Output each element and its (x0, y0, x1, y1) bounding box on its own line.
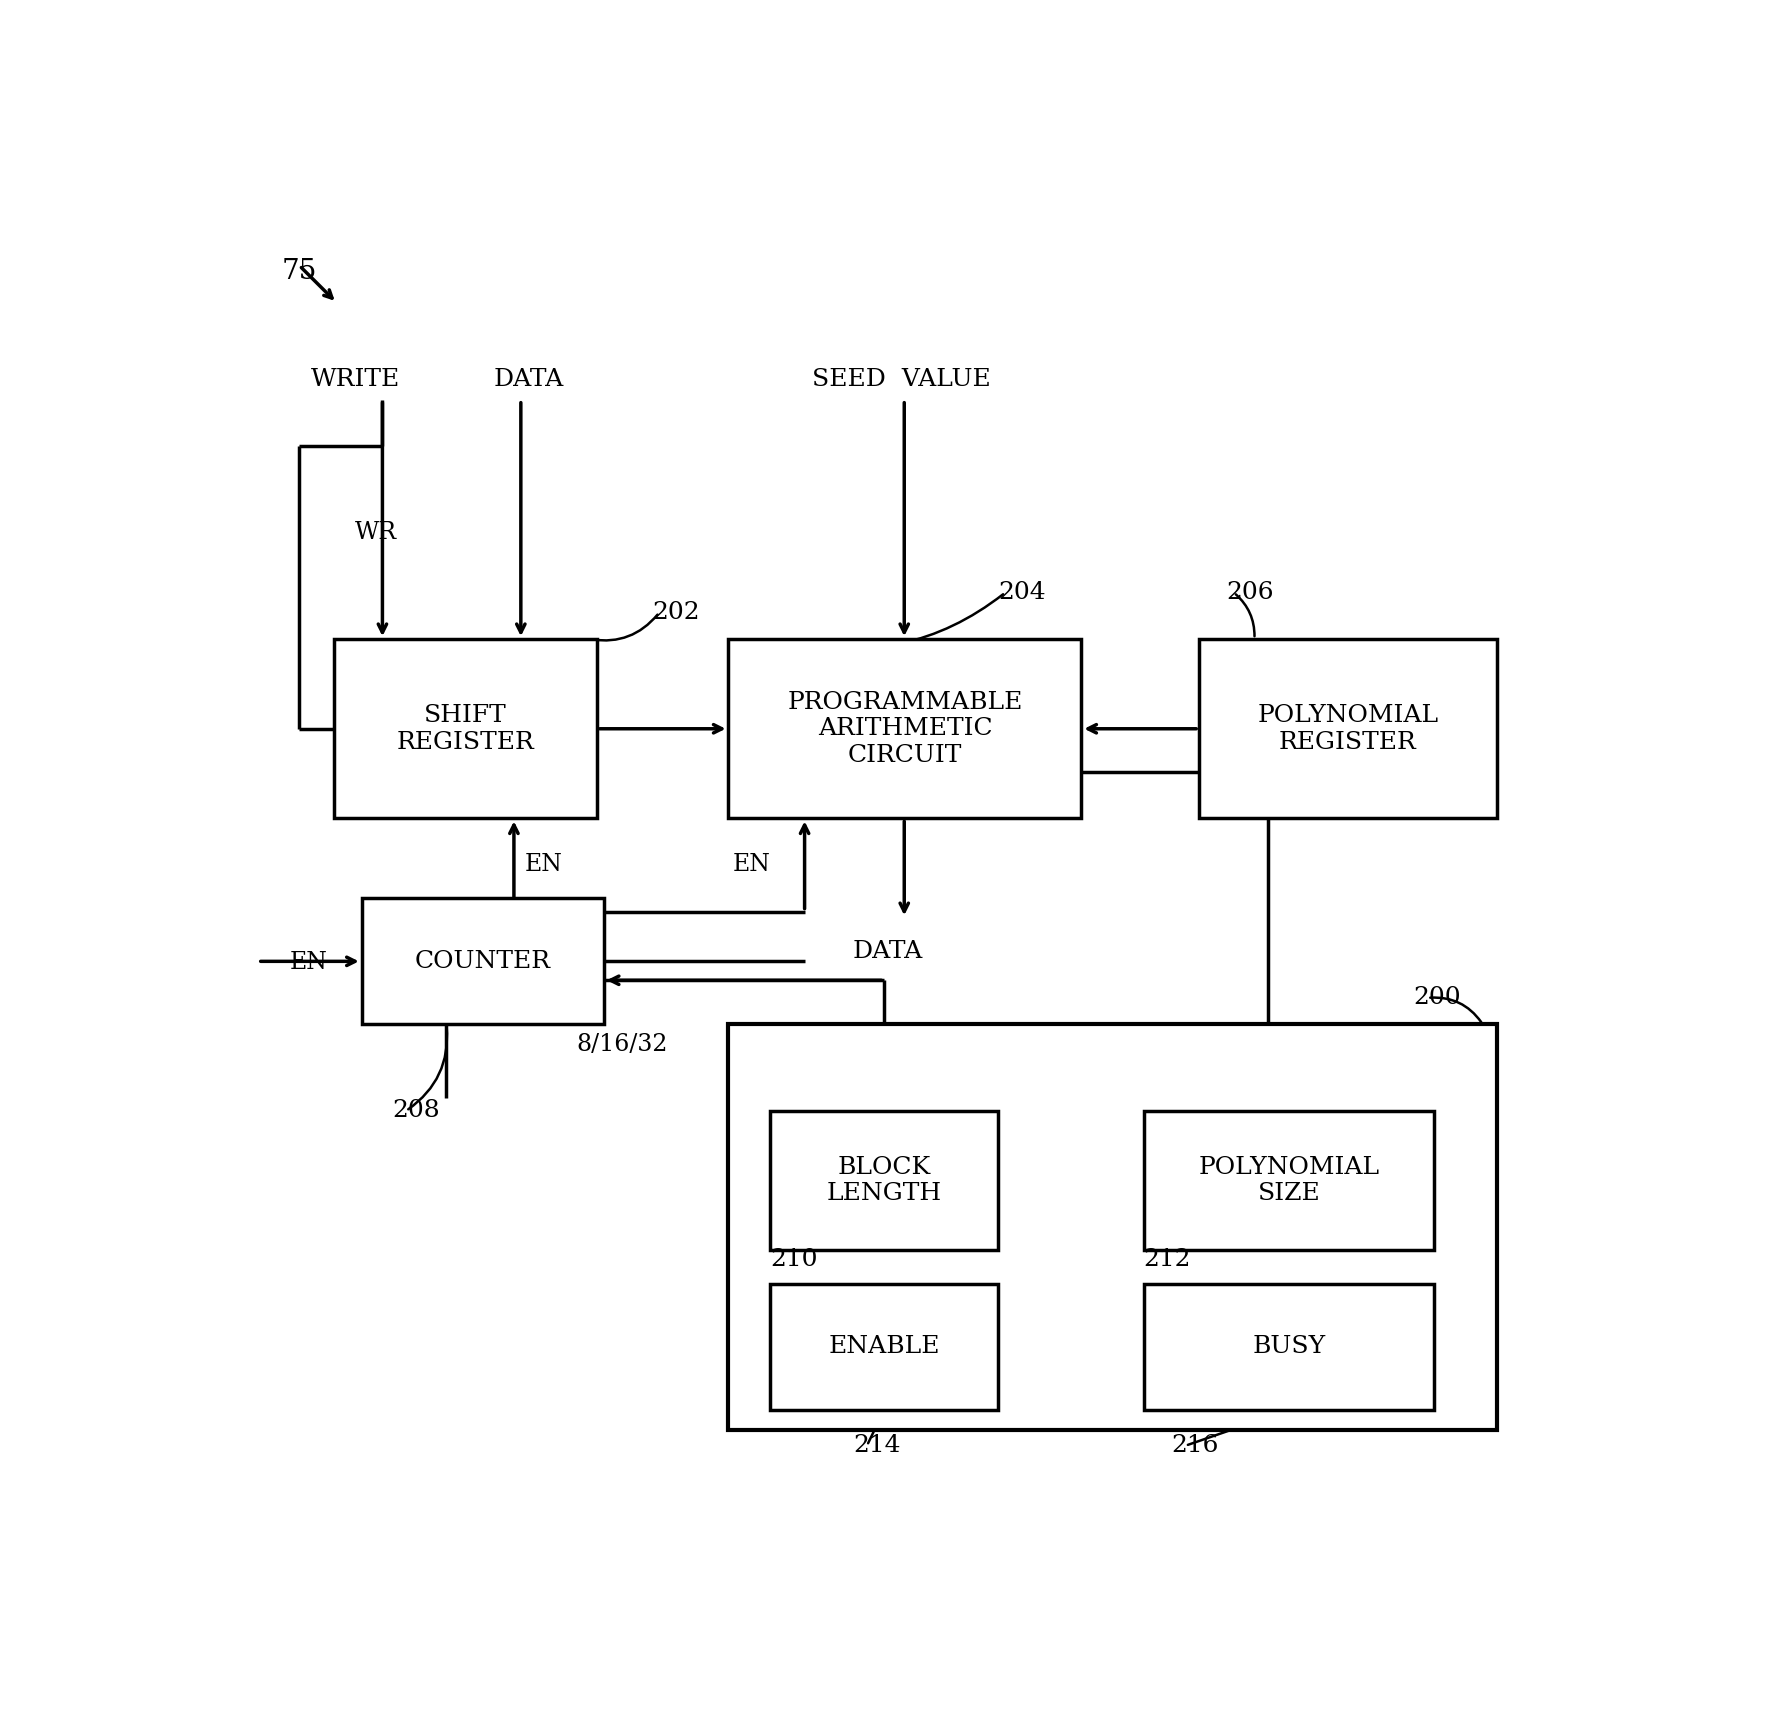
Text: POLYNOMIAL
REGISTER: POLYNOMIAL REGISTER (1257, 704, 1438, 754)
Text: PROGRAMMABLE
ARITHMETIC
CIRCUIT: PROGRAMMABLE ARITHMETIC CIRCUIT (788, 690, 1023, 766)
Text: 212: 212 (1143, 1248, 1191, 1272)
Text: 204: 204 (998, 582, 1047, 604)
Text: WR: WR (355, 521, 396, 544)
Bar (361, 898, 604, 1025)
Text: DATA: DATA (493, 368, 563, 392)
Text: 200: 200 (1415, 986, 1461, 1010)
Text: EN: EN (289, 951, 327, 973)
Text: 214: 214 (854, 1434, 900, 1457)
Text: 206: 206 (1227, 582, 1275, 604)
Text: 202: 202 (652, 601, 700, 625)
Text: 75: 75 (282, 257, 316, 285)
Bar (770, 1112, 998, 1250)
Text: POLYNOMIAL
SIZE: POLYNOMIAL SIZE (1198, 1156, 1379, 1205)
Bar (770, 1284, 998, 1410)
Text: SEED  VALUE: SEED VALUE (811, 368, 989, 392)
Text: 208: 208 (393, 1099, 439, 1122)
Text: BLOCK
LENGTH: BLOCK LENGTH (827, 1156, 941, 1205)
Bar (1143, 1284, 1434, 1410)
Text: WRITE: WRITE (311, 368, 400, 392)
Bar (729, 1025, 1497, 1429)
Text: 216: 216 (1172, 1434, 1218, 1457)
Text: COUNTER: COUNTER (414, 949, 550, 973)
Text: 8/16/32: 8/16/32 (577, 1032, 668, 1056)
Text: SHIFT
REGISTER: SHIFT REGISTER (396, 704, 534, 754)
Text: BUSY: BUSY (1252, 1336, 1325, 1358)
Text: EN: EN (525, 853, 563, 877)
Text: ENABLE: ENABLE (829, 1336, 939, 1358)
Bar (1143, 1112, 1434, 1250)
Text: DATA: DATA (854, 941, 923, 963)
Bar (729, 639, 1082, 818)
Bar (334, 639, 597, 818)
Text: 210: 210 (770, 1248, 818, 1272)
Text: EN: EN (732, 853, 770, 877)
Bar (1198, 639, 1497, 818)
